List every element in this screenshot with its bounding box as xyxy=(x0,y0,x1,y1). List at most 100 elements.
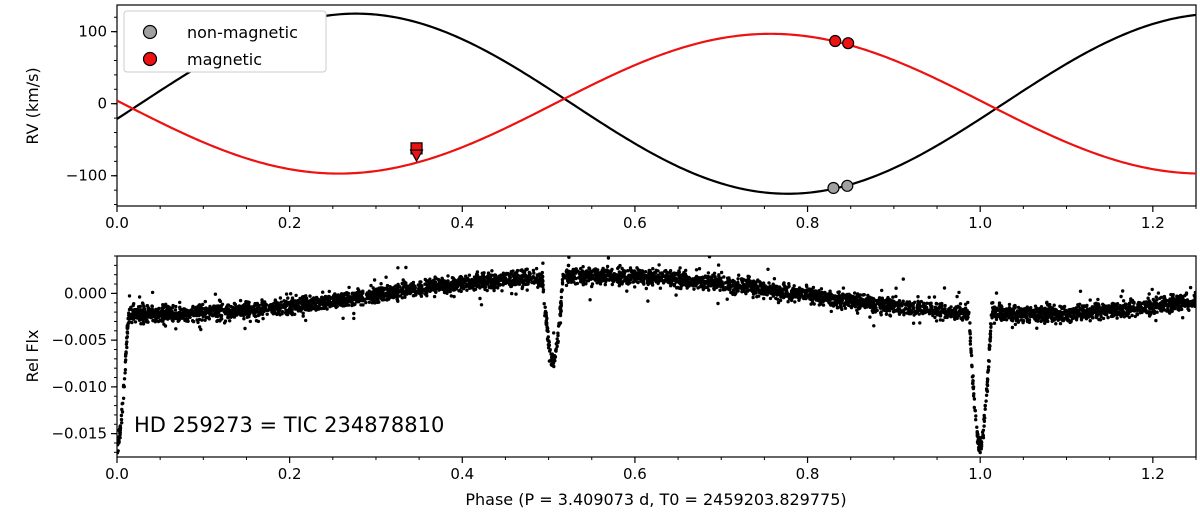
lightcurve-point xyxy=(1058,321,1063,326)
lightcurve-point xyxy=(1115,302,1119,307)
lightcurve-point xyxy=(199,306,204,311)
lightcurve-point xyxy=(450,276,455,280)
lightcurve-point xyxy=(875,299,879,303)
lightcurve-point xyxy=(654,279,659,283)
lightcurve-point xyxy=(395,297,399,302)
lightcurve-point xyxy=(973,408,977,412)
lightcurve-point xyxy=(577,272,582,276)
lightcurve-point xyxy=(583,273,587,277)
lightcurve-point xyxy=(297,308,301,313)
lightcurve-point xyxy=(308,294,312,298)
lightcurve-point xyxy=(1156,291,1161,295)
lightcurve-point xyxy=(1074,306,1079,310)
lightcurve-point xyxy=(692,280,696,284)
lightcurve-point xyxy=(396,266,400,270)
lightcurve-point xyxy=(1097,303,1101,308)
lightcurve-point xyxy=(844,298,849,302)
lightcurve-point xyxy=(226,315,230,320)
lightcurve-point xyxy=(657,263,661,267)
lightcurve-point xyxy=(242,311,246,315)
lightcurve-point xyxy=(966,300,970,305)
lightcurve-point xyxy=(721,288,726,292)
lightcurve-point xyxy=(510,291,514,296)
lightcurve-point xyxy=(965,308,969,313)
lightcurve-point xyxy=(608,269,613,274)
lightcurve-point xyxy=(226,303,231,307)
lightcurve-point xyxy=(590,282,595,286)
lightcurve-point xyxy=(828,289,832,293)
lightcurve-point xyxy=(716,301,720,306)
lightcurve-point xyxy=(868,315,872,319)
x-tick-label: 1.0 xyxy=(968,214,992,232)
lightcurve-point xyxy=(1098,318,1103,322)
lightcurve-point xyxy=(632,279,636,284)
lightcurve-point xyxy=(790,296,794,300)
lightcurve-point xyxy=(771,294,775,298)
lightcurve-point xyxy=(543,309,548,314)
lightcurve-point xyxy=(726,287,730,291)
lightcurve-point xyxy=(125,345,129,350)
lightcurve-point xyxy=(257,310,261,314)
lightcurve-point xyxy=(935,312,939,316)
lightcurve-point xyxy=(215,311,220,315)
lightcurve-point xyxy=(1115,316,1119,320)
lightcurve-point xyxy=(446,274,450,278)
lightcurve-point xyxy=(920,304,925,308)
lightcurve-point xyxy=(191,305,195,310)
lightcurve-point xyxy=(748,282,752,286)
lightcurve-point xyxy=(872,324,876,328)
lightcurve-point xyxy=(245,304,250,308)
lightcurve-point xyxy=(394,294,398,299)
lightcurve-point xyxy=(415,291,420,295)
lightcurve-point xyxy=(760,282,764,286)
lightcurve-point xyxy=(1102,306,1106,310)
lightcurve-point xyxy=(364,300,368,305)
lightcurve-point xyxy=(975,425,979,429)
lightcurve-point xyxy=(587,276,591,280)
lightcurve-point xyxy=(208,304,212,309)
lightcurve-point xyxy=(674,293,678,297)
lightcurve-point xyxy=(371,286,375,290)
rv-point-magnetic xyxy=(829,34,842,48)
lightcurve-point xyxy=(514,292,518,296)
lightcurve-point xyxy=(140,311,144,315)
lightcurve-point xyxy=(187,314,191,318)
lightcurve-point xyxy=(688,276,692,281)
lightcurve-point xyxy=(560,282,565,286)
lightcurve-point xyxy=(377,300,381,304)
lightcurve-point xyxy=(162,305,166,310)
lightcurve-point xyxy=(972,405,976,410)
legend-marker-non-magnetic xyxy=(142,24,158,40)
lightcurve-point xyxy=(879,310,883,314)
lightcurve-point xyxy=(1052,303,1056,307)
lightcurve-point xyxy=(254,319,259,323)
lightcurve-point xyxy=(173,308,178,312)
lightcurve-point xyxy=(379,282,383,286)
lightcurve-point xyxy=(125,335,129,339)
lightcurve-point xyxy=(646,299,650,303)
lightcurve-point xyxy=(296,298,300,303)
lightcurve-point xyxy=(894,294,898,299)
lightcurve-point xyxy=(975,431,979,435)
lightcurve-point xyxy=(827,300,831,305)
lightcurve-point xyxy=(485,275,489,279)
lightcurve-point xyxy=(868,305,872,310)
lightcurve-point xyxy=(520,286,524,291)
lightcurve-point xyxy=(1170,309,1174,313)
lightcurve-point xyxy=(499,276,503,280)
lightcurve-point xyxy=(410,287,415,291)
lightcurve-point xyxy=(949,312,953,316)
lightcurve-point xyxy=(969,347,973,351)
lightcurve-point xyxy=(528,272,532,276)
lightcurve-point xyxy=(1044,315,1048,319)
lightcurve-point xyxy=(457,289,461,293)
lightcurve-point xyxy=(1128,308,1132,313)
lightcurve-point xyxy=(899,310,903,314)
lightcurve-point xyxy=(725,297,729,301)
lightcurve-point xyxy=(541,285,545,289)
lightcurve-point xyxy=(125,340,129,344)
lightcurve-point xyxy=(350,301,355,305)
lightcurve-point xyxy=(367,292,371,296)
lightcurve-point xyxy=(1084,312,1088,316)
lightcurve-point xyxy=(999,309,1003,314)
